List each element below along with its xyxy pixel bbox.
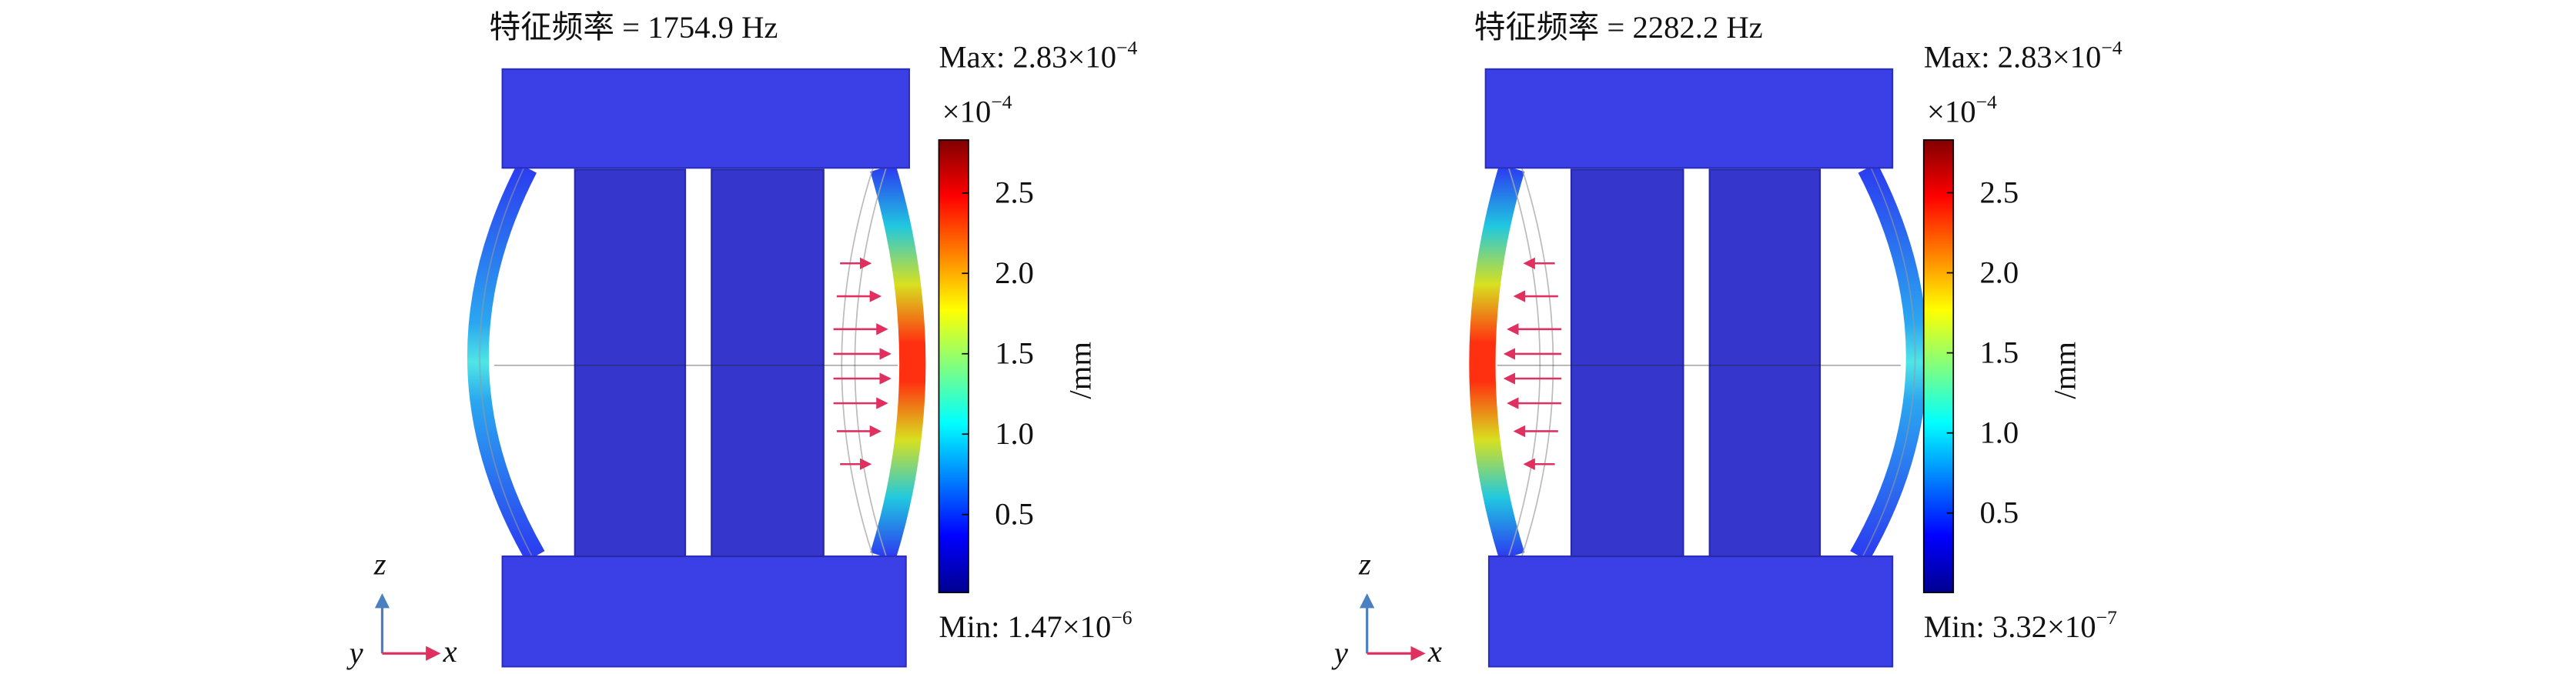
min-label: Min: 3.32×10−7 (1924, 606, 2117, 644)
scale-label: ×10−4 (1927, 91, 1997, 128)
title: 特征频率 = 1754.9 Hz (489, 10, 778, 45)
axis-label: y (346, 636, 364, 670)
colorbar-tick-label: 2.5 (1979, 175, 2019, 209)
title: 特征频率 = 2282.2 Hz (1474, 10, 1763, 45)
axis-label: z (1358, 547, 1371, 582)
max-label-base: Max: 2.83×10 (938, 40, 1116, 75)
scale-label-base: ×10 (942, 94, 992, 128)
colorbar-tick-label: 2.5 (995, 175, 1034, 210)
unit-label: /mm (1062, 342, 1097, 399)
colorbar (938, 138, 969, 593)
mode-shape (478, 69, 912, 667)
max-label-base: Max: 2.83×10 (1924, 40, 2102, 75)
colorbar-tick-label: 1.0 (995, 416, 1034, 451)
scale-label-exponent: −4 (1976, 91, 1997, 113)
colorbar-tick-label: 1.0 (1979, 415, 2019, 450)
unit-label: /mm (2048, 342, 2083, 399)
max-label-exponent: −4 (2101, 37, 2122, 59)
colorbar-tick-label: 1.5 (1979, 335, 2019, 369)
colorbar-tick-label: 1.5 (995, 336, 1034, 371)
colorbar-tick-label: 2.0 (1979, 255, 2019, 289)
axis-label: z (373, 547, 386, 582)
min-label-base: Min: 3.32×10 (1924, 609, 2096, 644)
max-label-exponent: −4 (1116, 37, 1137, 59)
colorbar-tick-label: 0.5 (995, 497, 1034, 532)
scale-label-exponent: −4 (991, 91, 1012, 113)
colorbar (1922, 138, 1955, 593)
min-label-exponent: −7 (2096, 606, 2117, 629)
mode-shape (1482, 69, 1916, 667)
min-label-base: Min: 1.47×10 (938, 609, 1111, 644)
min-label-exponent: −6 (1111, 606, 1132, 629)
axis-label: x (443, 634, 457, 669)
min-label: Min: 1.47×10−6 (938, 606, 1132, 644)
axis-label: x (1427, 634, 1442, 669)
axis-label: y (1331, 636, 1349, 670)
scale-label-base: ×10 (1927, 94, 1976, 128)
max-label: Max: 2.83×10−4 (938, 37, 1137, 75)
colorbar-tick-label: 2.0 (995, 255, 1034, 290)
scale-label: ×10−4 (942, 91, 1012, 128)
colorbar-tick-label: 0.5 (1979, 495, 2019, 530)
max-label: Max: 2.83×10−4 (1924, 37, 2123, 75)
